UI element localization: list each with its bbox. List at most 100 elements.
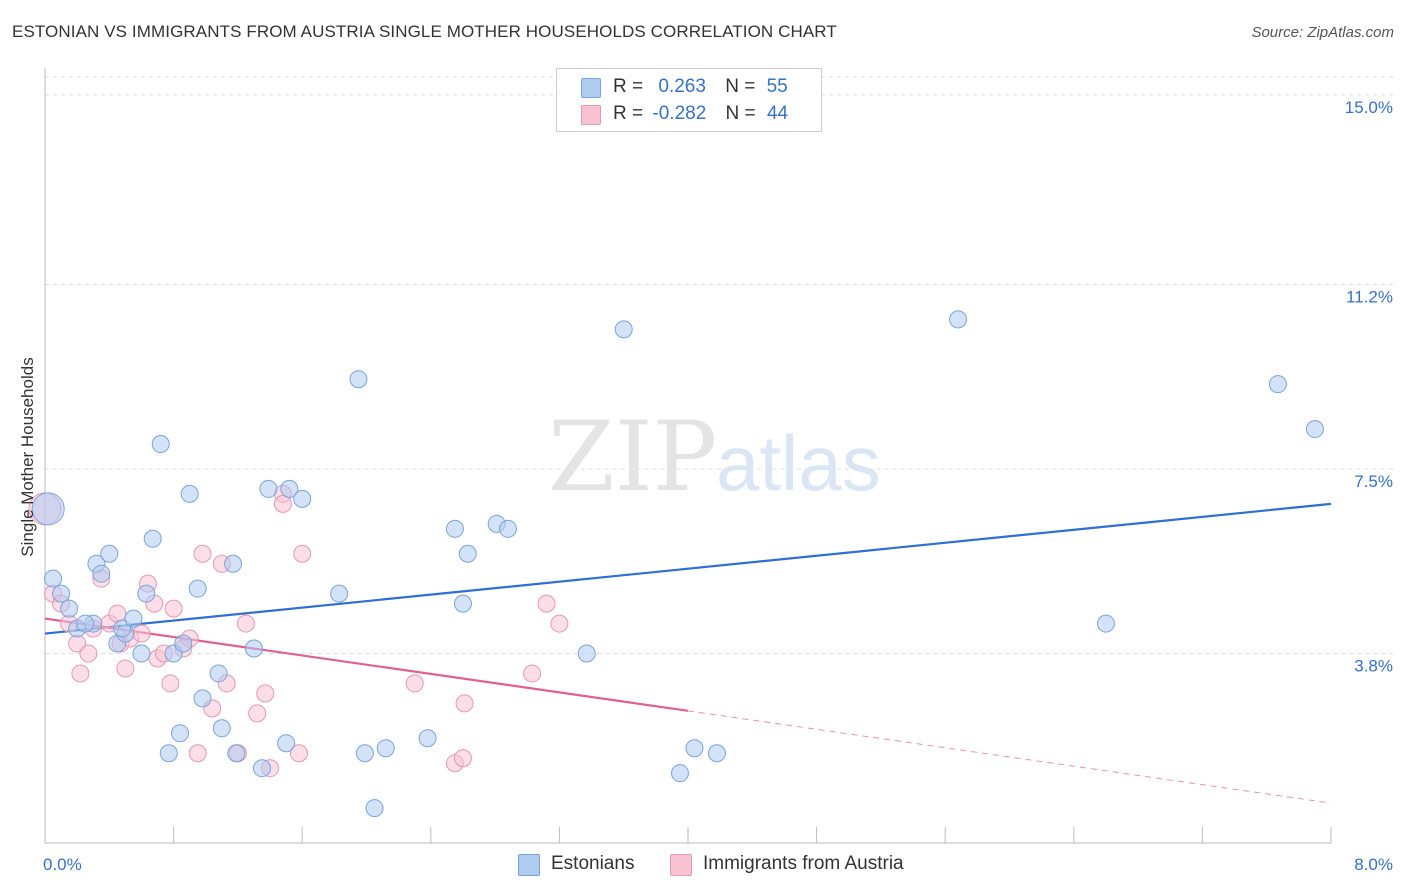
legend-swatch-immigrants [670,854,692,876]
r-label: R = [613,103,644,124]
data-point-immigrants[interactable] [79,644,98,663]
legend-swatch-immigrants [581,105,601,125]
data-point-estonians[interactable] [577,644,596,663]
tick-labels: 3.8% 7.5% 11.2% 15.0% 0.0% 8.0% [43,98,1393,874]
n-label: N = [725,76,756,97]
data-point-estonians[interactable] [445,519,464,538]
trend-line-immigrants [44,617,689,712]
data-point-estonians[interactable] [60,599,79,618]
data-point-estonians[interactable] [355,744,374,763]
data-point-estonians[interactable] [280,479,299,498]
data-point-estonians[interactable] [31,492,65,526]
legend-row-text: R = 0.263 N = 55 [613,75,788,99]
data-point-estonians[interactable] [188,579,207,598]
data-point-immigrants[interactable] [132,624,151,643]
data-point-estonians[interactable] [151,435,170,454]
data-point-estonians[interactable] [44,569,63,588]
y-axis-label: Single Mother Households [18,357,37,557]
data-point-estonians[interactable] [224,554,243,573]
data-point-estonians[interactable] [670,764,689,783]
data-point-estonians[interactable] [76,614,95,633]
data-point-immigrants[interactable] [71,664,90,683]
data-point-estonians[interactable] [293,489,312,508]
trend-lines [44,502,1332,804]
data-point-estonians[interactable] [124,609,143,628]
data-point-estonians[interactable] [143,529,162,548]
data-point-estonians[interactable] [259,479,278,498]
data-point-estonians[interactable] [174,634,193,653]
data-point-estonians[interactable] [458,544,477,563]
data-point-immigrants[interactable] [273,494,292,513]
series-estonians [31,310,1324,818]
data-point-estonians[interactable] [52,584,71,603]
data-point-immigrants[interactable] [537,594,556,613]
data-point-immigrants[interactable] [164,599,183,618]
legend-stats: R = 0.263 N = 55 R = -0.282 N = 44 [556,68,822,132]
data-point-immigrants[interactable] [236,614,255,633]
data-point-estonians[interactable] [227,744,246,763]
data-point-estonians[interactable] [193,689,212,708]
data-point-estonians[interactable] [365,799,384,818]
data-point-estonians[interactable] [330,584,349,603]
data-point-estonians[interactable] [171,724,190,743]
data-point-immigrants[interactable] [248,704,267,723]
watermark-zip: ZIP [548,401,717,513]
data-point-estonians[interactable] [92,564,111,583]
trend-line-immigrants-extrapolated [687,710,1332,804]
data-point-estonians[interactable] [180,484,199,503]
data-point-estonians[interactable] [614,320,633,339]
r-label: R = [613,76,644,97]
data-point-immigrants[interactable] [193,544,212,563]
y-tick-label: 15.0% [1345,98,1393,117]
series-immigrants-from-austria [28,484,569,778]
watermark: ZIP atlas [548,401,881,513]
x-tick-label-min: 0.0% [43,855,82,874]
data-point-estonians[interactable] [707,744,726,763]
data-point-estonians[interactable] [253,759,272,778]
n-label: N = [725,103,756,124]
data-point-estonians[interactable] [418,729,437,748]
data-point-estonians[interactable] [113,619,132,638]
data-point-immigrants[interactable] [455,694,474,713]
data-point-estonians[interactable] [132,644,151,663]
data-point-immigrants[interactable] [256,684,275,703]
legend-swatch-estonians [581,78,601,98]
legend-swatch-estonians [518,854,540,876]
data-point-estonians[interactable] [1096,614,1115,633]
r-value: 0.263 [658,76,706,97]
data-point-estonians[interactable] [277,734,296,753]
data-point-estonians[interactable] [453,594,472,613]
data-point-immigrants[interactable] [161,674,180,693]
data-point-estonians[interactable] [498,519,517,538]
x-tick-label-max: 8.0% [1354,855,1393,874]
data-point-estonians[interactable] [159,744,178,763]
data-point-immigrants[interactable] [405,674,424,693]
data-point-immigrants[interactable] [293,544,312,563]
data-point-immigrants[interactable] [289,744,308,763]
legend-label-immigrants: Immigrants from Austria [703,853,904,874]
legend-row-text: R = -0.282 N = 44 [613,102,788,126]
trend-line-estonians [44,502,1332,635]
data-point-immigrants[interactable] [523,664,542,683]
data-point-estonians[interactable] [100,544,119,563]
data-point-estonians[interactable] [685,739,704,758]
data-point-estonians[interactable] [376,739,395,758]
data-point-immigrants[interactable] [453,749,472,768]
data-point-immigrants[interactable] [188,744,207,763]
data-point-immigrants[interactable] [550,614,569,633]
y-tick-label: 11.2% [1346,287,1393,306]
data-point-estonians[interactable] [1305,420,1324,439]
data-point-estonians[interactable] [209,664,228,683]
data-point-estonians[interactable] [949,310,968,329]
data-point-immigrants[interactable] [108,604,127,623]
data-point-immigrants[interactable] [116,659,135,678]
data-point-estonians[interactable] [349,370,368,389]
axes [44,68,1332,844]
data-point-estonians[interactable] [1268,375,1287,394]
chart-title: ESTONIAN VS IMMIGRANTS FROM AUSTRIA SING… [12,22,837,41]
data-point-estonians[interactable] [212,719,231,738]
legend-label-estonians: Estonians [551,853,635,874]
data-point-estonians[interactable] [137,584,156,603]
data-point-estonians[interactable] [244,639,263,658]
